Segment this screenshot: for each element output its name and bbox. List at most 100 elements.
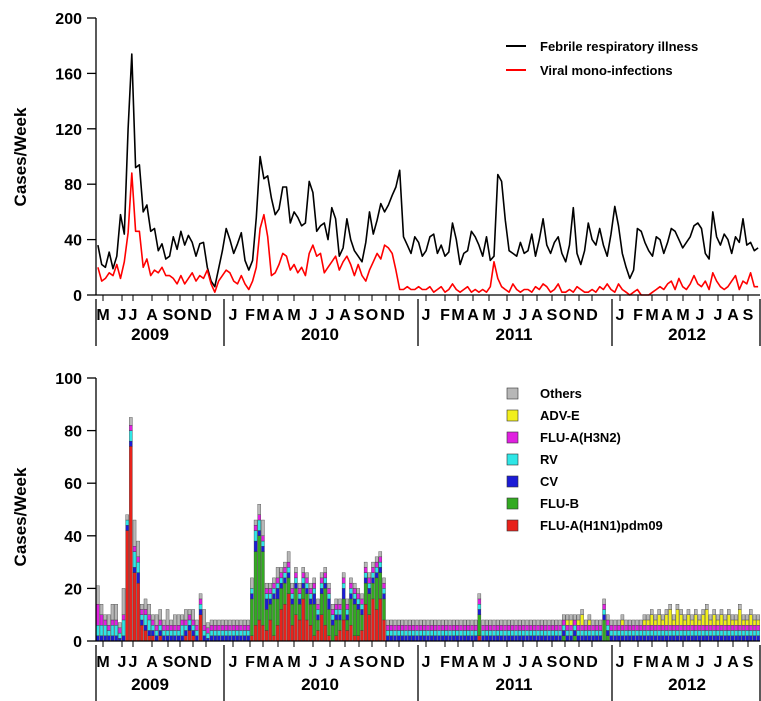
- bar-segment-cv: [264, 598, 269, 610]
- bar-segment-others: [591, 619, 595, 626]
- bar-segment-rv: [103, 625, 107, 636]
- bar-segment-rv: [484, 630, 489, 636]
- bar-segment-cv: [694, 635, 698, 642]
- bottom-month-label: J: [616, 654, 625, 671]
- bar-segment-flu-b: [257, 535, 261, 621]
- bar-segment-cv: [228, 635, 232, 642]
- bar-segment-others: [521, 619, 526, 626]
- bar-segment-cv: [367, 588, 372, 594]
- bar-segment-flu-a-h1n1-pdm09: [290, 625, 294, 642]
- legend-label-flu-b: FLU-B: [540, 496, 579, 511]
- bar-segment-flu-a-h3n2: [242, 625, 247, 631]
- bar-segment-flu-a-h3n2: [99, 614, 104, 626]
- bar-segment-cv: [279, 582, 283, 589]
- bottom-month-label: F: [245, 654, 255, 671]
- bar-segment-rv: [378, 561, 383, 568]
- bar-segment-cv: [99, 635, 104, 642]
- bar-segment-rv: [650, 630, 654, 636]
- bar-segment-rv: [635, 630, 639, 636]
- bar-segment-adv-e: [705, 609, 709, 626]
- bar-segment-flu-a-h3n2: [749, 625, 753, 631]
- bar-segment-others: [536, 619, 540, 626]
- bar-segment-flu-a-h3n2: [297, 588, 302, 594]
- bar-segment-rv: [613, 630, 617, 636]
- bar-segment-cv: [437, 635, 441, 642]
- bar-segment-others: [650, 609, 654, 615]
- bar-segment-cv: [609, 635, 614, 642]
- bar-segment-cv: [745, 635, 749, 642]
- bar-segment-flu-a-h3n2: [136, 556, 140, 563]
- bottom-month-label: A: [467, 654, 479, 671]
- bar-segment-flu-a-h3n2: [492, 625, 496, 631]
- bar-segment-flu-b: [345, 619, 350, 631]
- bar-segment-flu-a-h1n1-pdm09: [184, 635, 188, 642]
- bar-segment-flu-a-h3n2: [562, 619, 566, 626]
- bar-segment-others: [448, 619, 452, 626]
- bar-segment-flu-b: [606, 635, 610, 642]
- bar-segment-cv: [624, 635, 628, 642]
- bar-segment-cv: [173, 635, 177, 642]
- top-month-label: O: [559, 307, 571, 324]
- bar-segment-flu-a-h1n1-pdm09: [349, 625, 353, 642]
- top-month-label: N: [380, 307, 392, 324]
- bar-segment-flu-b: [264, 609, 269, 631]
- bottom-y-tick-label: 100: [55, 371, 82, 388]
- bar-segment-flu-a-h3n2: [404, 625, 408, 631]
- bar-segment-others: [147, 604, 151, 615]
- bar-segment-flu-a-h3n2: [712, 625, 716, 631]
- bar-segment-cv: [363, 577, 368, 584]
- bar-segment-others: [466, 619, 471, 626]
- bar-segment-rv: [132, 551, 137, 568]
- top-month-label: M: [645, 307, 658, 324]
- bar-segment-cv: [727, 635, 731, 642]
- bottom-month-label: J: [129, 654, 138, 671]
- bar-segment-others: [708, 614, 713, 621]
- bar-segment-others: [231, 619, 236, 626]
- bar-segment-rv: [429, 630, 434, 636]
- bar-segment-rv: [319, 582, 324, 589]
- bar-segment-flu-a-h1n1-pdm09: [356, 635, 361, 642]
- bar-segment-flu-a-h3n2: [169, 625, 173, 631]
- bar-segment-cv: [184, 630, 188, 636]
- bar-segment-flu-a-h3n2: [279, 572, 283, 579]
- bottom-month-label: A: [727, 654, 739, 671]
- bar-segment-flu-a-h3n2: [499, 625, 504, 631]
- bar-segment-flu-a-h1n1-pdm09: [477, 635, 482, 642]
- bar-segment-flu-a-h3n2: [646, 625, 650, 631]
- bar-segment-cv: [580, 635, 584, 642]
- bottom-month-label: M: [96, 654, 109, 671]
- top-month-label: A: [467, 307, 479, 324]
- bar-segment-rv: [584, 630, 588, 636]
- top-month-label: F: [245, 307, 255, 324]
- bar-segment-others: [378, 551, 383, 558]
- bar-segment-cv: [741, 635, 746, 642]
- bar-segment-flu-a-h3n2: [264, 588, 269, 594]
- bar-segment-cv: [650, 635, 654, 642]
- bar-segment-others: [562, 614, 566, 621]
- bar-segment-others: [404, 619, 408, 626]
- bar-segment-flu-a-h1n1-pdm09: [129, 446, 133, 642]
- bar-segment-others: [143, 598, 148, 610]
- bar-segment-cv: [316, 614, 320, 621]
- bar-segment-cv: [198, 609, 203, 615]
- bar-segment-flu-a-h3n2: [352, 588, 357, 594]
- bar-segment-cv: [613, 635, 617, 642]
- bar-segment-flu-a-h1n1-pdm09: [319, 614, 324, 642]
- bar-segment-flu-a-h3n2: [389, 625, 394, 631]
- bar-segment-cv: [529, 635, 533, 642]
- bar-segment-flu-a-h3n2: [118, 627, 122, 634]
- bar-segment-rv: [301, 577, 305, 584]
- bar-segment-rv: [697, 630, 702, 636]
- bar-segment-others: [484, 619, 489, 626]
- bar-segment-adv-e: [745, 619, 749, 626]
- bar-segment-cv: [657, 635, 661, 642]
- bar-segment-others: [169, 619, 173, 626]
- bar-segment-flu-a-h3n2: [529, 625, 533, 631]
- bar-segment-flu-a-h3n2: [323, 572, 327, 579]
- bar-segment-adv-e: [756, 619, 760, 626]
- bar-segment-flu-a-h3n2: [540, 625, 544, 631]
- bar-segment-others: [341, 572, 346, 579]
- bar-segment-rv: [330, 614, 335, 621]
- bar-segment-others: [697, 614, 702, 621]
- bar-segment-rv: [411, 630, 416, 636]
